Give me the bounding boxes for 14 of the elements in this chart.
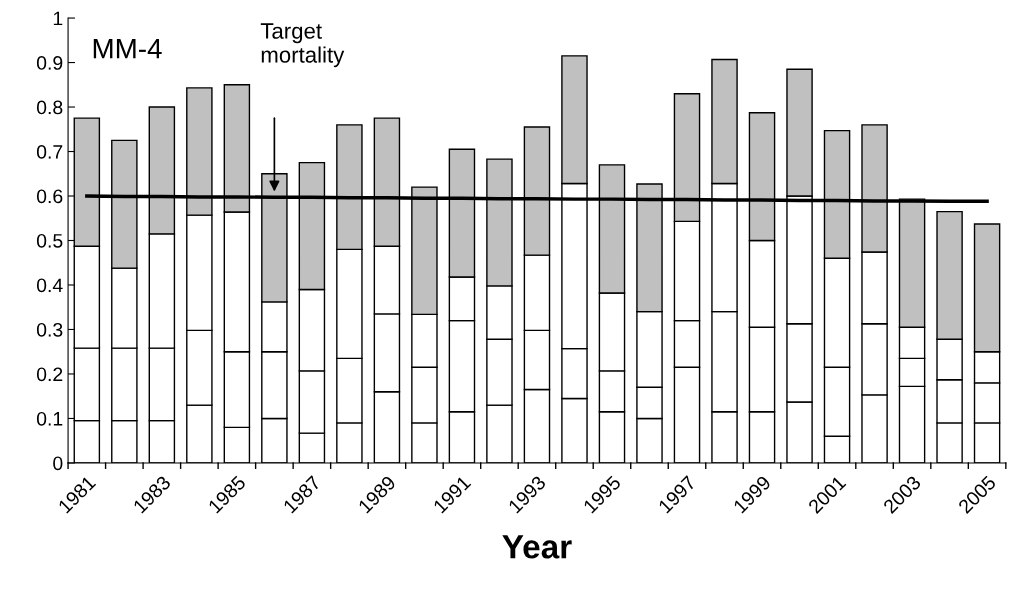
y-tick-label: 0.8 xyxy=(36,100,63,115)
y-tick-label: 0.9 xyxy=(36,56,63,70)
y-tick-label: 0.1 xyxy=(36,411,63,426)
x-axis-title: Year xyxy=(502,535,572,559)
y-tick-label: 1 xyxy=(53,11,63,26)
annotation: Target mortality xyxy=(260,23,345,68)
y-tick-label: 0.4 xyxy=(36,278,63,293)
y-tick-label: 0.7 xyxy=(36,144,63,159)
y-tick-label: 0.2 xyxy=(36,367,63,382)
y-tick-label: 0 xyxy=(53,456,63,471)
y-tick-label: 0.5 xyxy=(36,233,63,248)
text: MM-4 xyxy=(93,39,162,59)
y-tick-label: 0.3 xyxy=(36,322,63,337)
y-tick-label: 0.6 xyxy=(36,189,63,204)
